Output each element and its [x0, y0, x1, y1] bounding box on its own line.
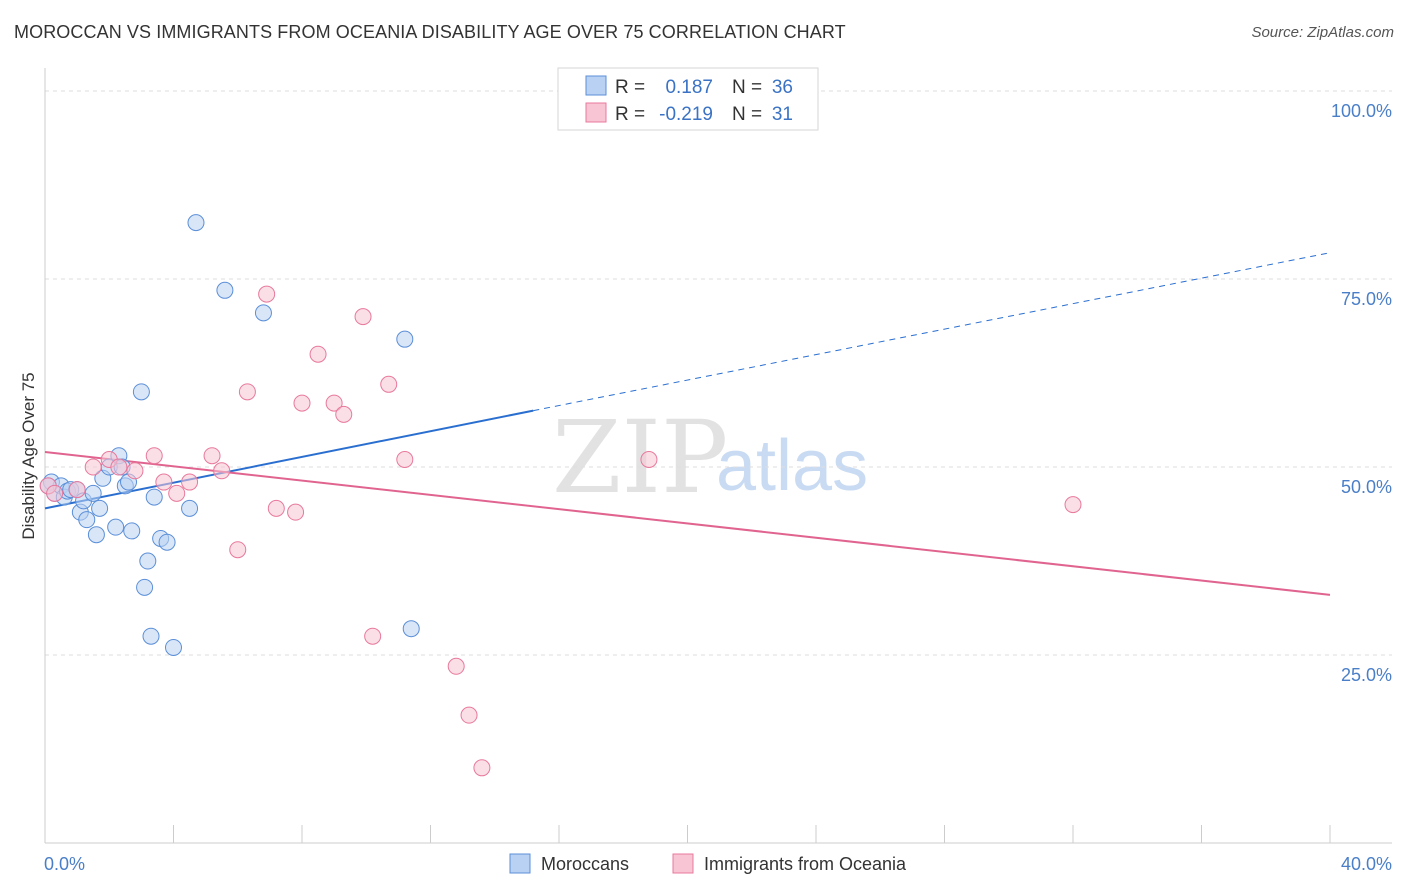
- legend-r-value-2: -0.219: [659, 104, 713, 125]
- point-moroccans: [396, 330, 414, 348]
- point-oceania: [145, 447, 163, 465]
- point-moroccans: [165, 638, 182, 656]
- point-oceania: [447, 657, 465, 675]
- point-oceania: [155, 473, 173, 491]
- x-tick-label-start: 0.0%: [44, 854, 85, 874]
- legend-n-label-1: N =: [732, 77, 762, 98]
- gridlines: [45, 90, 1392, 656]
- point-moroccans: [158, 533, 176, 551]
- point-oceania: [84, 458, 102, 476]
- data-points: [39, 214, 1082, 777]
- series-legend: Moroccans Immigrants from Oceania: [509, 853, 907, 874]
- point-oceania: [335, 405, 353, 423]
- point-oceania: [1064, 496, 1082, 514]
- y-tick-label: 75.0%: [1341, 289, 1392, 309]
- bottom-legend-swatch-oceania: [672, 853, 694, 874]
- chart-title: MOROCCAN VS IMMIGRANTS FROM OCEANIA DISA…: [14, 22, 846, 42]
- point-oceania: [68, 481, 86, 499]
- y-tick-label: 25.0%: [1341, 665, 1392, 685]
- point-moroccans: [254, 304, 272, 322]
- legend-r-label-1: R =: [615, 77, 645, 98]
- legend-r-value-1: 0.187: [665, 77, 713, 98]
- legend-swatch-oceania: [585, 102, 607, 123]
- point-oceania: [46, 484, 64, 502]
- watermark-zip: ZIP: [552, 399, 728, 516]
- bottom-legend-moroccans: Moroccans: [541, 854, 629, 874]
- point-oceania: [354, 308, 372, 326]
- point-oceania: [287, 503, 305, 521]
- point-moroccans: [87, 526, 105, 544]
- correlation-legend: R = 0.187 N = 36 R = -0.219 N = 31: [557, 67, 819, 131]
- y-tick-labels: 100.0% 75.0% 50.0% 25.0%: [1331, 101, 1392, 685]
- y-axis-label: Disability Age Over 75: [19, 372, 38, 539]
- point-oceania: [364, 627, 382, 645]
- source-credit: Source: ZipAtlas.com: [1251, 24, 1394, 41]
- point-oceania: [325, 394, 343, 412]
- point-oceania: [640, 451, 658, 468]
- point-oceania: [229, 541, 247, 559]
- point-oceania: [309, 345, 327, 363]
- point-moroccans: [139, 552, 157, 570]
- bottom-legend-swatch-moroccans: [509, 853, 531, 874]
- point-moroccans: [132, 383, 150, 401]
- point-oceania: [258, 285, 276, 303]
- legend-swatch-moroccans: [585, 75, 607, 96]
- point-moroccans: [136, 578, 154, 596]
- legend-n-value-1: 36: [772, 77, 793, 98]
- point-moroccans: [142, 627, 160, 645]
- point-moroccans: [78, 511, 96, 529]
- watermark-atlas: atlas: [716, 426, 868, 506]
- point-oceania: [238, 383, 256, 401]
- point-moroccans: [107, 518, 125, 536]
- point-oceania: [293, 394, 311, 412]
- point-oceania: [181, 473, 199, 491]
- point-oceania: [380, 375, 398, 393]
- point-moroccans: [145, 488, 163, 506]
- point-moroccans: [123, 522, 141, 540]
- point-oceania: [126, 462, 144, 480]
- x-tick-label-end: 40.0%: [1341, 854, 1392, 874]
- point-oceania: [396, 451, 414, 468]
- point-oceania: [213, 462, 231, 480]
- point-moroccans: [187, 214, 205, 232]
- legend-n-value-2: 31: [772, 104, 793, 125]
- point-moroccans: [402, 620, 420, 638]
- point-moroccans: [91, 499, 109, 517]
- legend-r-label-2: R =: [615, 104, 645, 125]
- y-tick-label: 50.0%: [1341, 477, 1392, 497]
- point-moroccans: [181, 499, 199, 517]
- point-oceania: [473, 759, 491, 777]
- point-oceania: [110, 458, 128, 476]
- x-tick-marks: [44, 825, 1331, 843]
- point-oceania: [460, 706, 478, 724]
- point-moroccans: [84, 484, 102, 502]
- point-oceania: [203, 447, 221, 465]
- legend-n-label-2: N =: [732, 104, 762, 125]
- point-moroccans: [216, 281, 234, 299]
- trend-line-moroccans-projection: [533, 252, 1331, 412]
- trend-line-oceania: [44, 450, 1331, 596]
- y-tick-label: 100.0%: [1331, 101, 1392, 121]
- point-oceania: [168, 484, 186, 502]
- bottom-legend-oceania: Immigrants from Oceania: [704, 854, 907, 874]
- point-oceania: [267, 499, 285, 517]
